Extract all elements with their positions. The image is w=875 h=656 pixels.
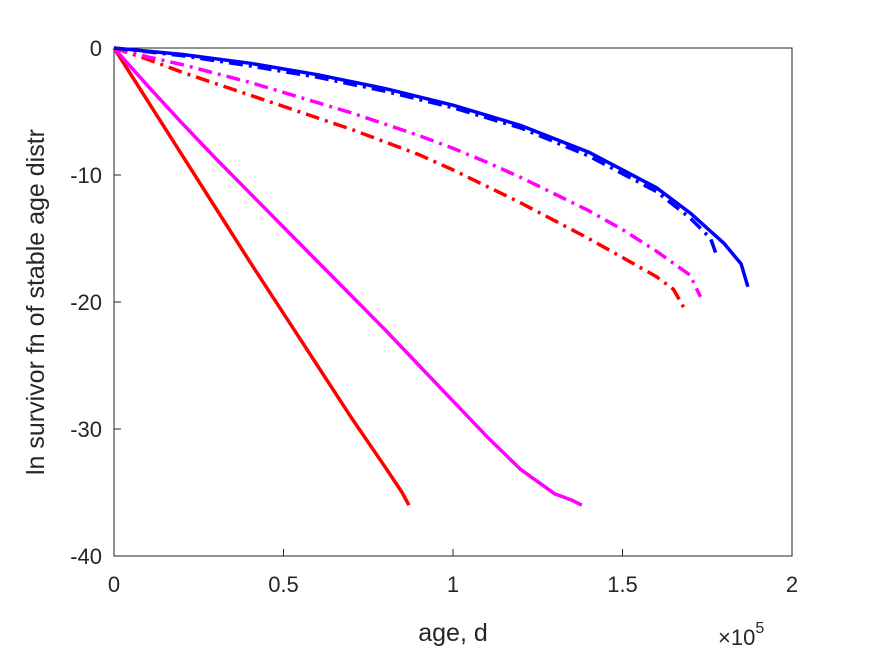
series-line-3 bbox=[113, 46, 686, 308]
x-axis-label: age, d bbox=[418, 619, 488, 647]
x-multiplier-label: ×105 bbox=[718, 620, 764, 650]
series-line-2 bbox=[112, 46, 583, 507]
x-tick-label: 0.5 bbox=[268, 572, 299, 597]
x-tick-label: 1 bbox=[447, 572, 459, 597]
x-tick-label: 0 bbox=[108, 572, 120, 597]
y-tick-label: -30 bbox=[70, 417, 102, 442]
series-layer bbox=[112, 46, 750, 507]
tick-layer: 0 0.5 1 1.5 2 0 -10 -20 -30 -40 bbox=[70, 36, 798, 597]
y-tick-label: 0 bbox=[90, 36, 102, 61]
x-tick-label: 1.5 bbox=[607, 572, 638, 597]
y-axis-label: ln survivor fn of stable age distr bbox=[22, 129, 50, 475]
x-multiplier-base: ×10 bbox=[718, 625, 755, 650]
series-line-1 bbox=[112, 47, 411, 507]
series-line-5 bbox=[113, 46, 720, 259]
plot-area bbox=[113, 47, 793, 557]
y-tick-label: -40 bbox=[70, 544, 102, 569]
series-line-6 bbox=[113, 46, 750, 288]
x-tick-label: 2 bbox=[786, 572, 798, 597]
x-multiplier-exponent: 5 bbox=[755, 620, 764, 637]
y-tick-label: -10 bbox=[70, 163, 102, 188]
y-tick-label: -20 bbox=[70, 290, 102, 315]
